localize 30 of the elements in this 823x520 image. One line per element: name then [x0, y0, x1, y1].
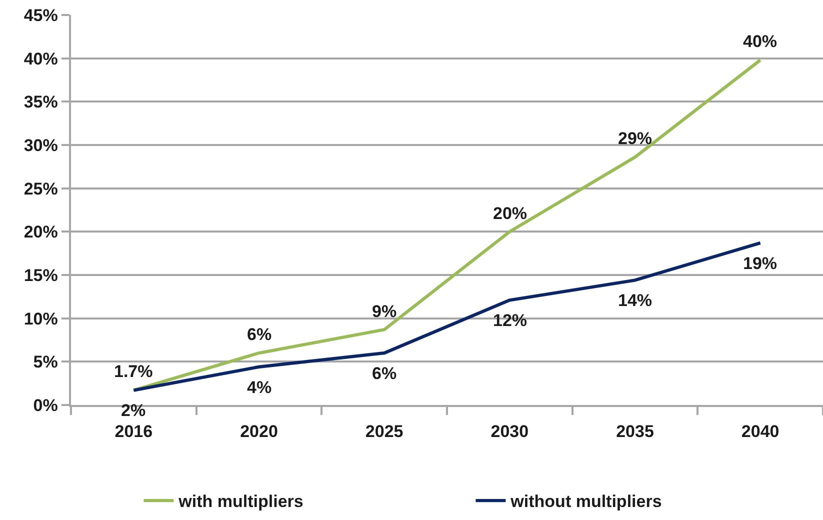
data-label: 12%: [493, 311, 528, 330]
y-tick-label: 0%: [33, 396, 58, 415]
y-tick-label: 40%: [24, 49, 58, 68]
data-label: 4%: [247, 378, 272, 397]
x-tick-label: 2025: [365, 422, 404, 442]
y-tick-label: 5%: [33, 352, 58, 372]
y-tick-label: 45%: [24, 6, 58, 25]
data-label: 19%: [743, 254, 778, 273]
data-label: 6%: [247, 325, 272, 344]
x-tick-label: 2040: [741, 422, 780, 442]
y-tick-label: 35%: [24, 92, 58, 112]
x-tick-label: 2016: [114, 422, 153, 442]
legend-label: without multipliers: [510, 492, 662, 512]
data-label: 29%: [618, 129, 652, 148]
x-tick-label: 2035: [616, 422, 654, 442]
data-label: 6%: [372, 364, 397, 383]
data-label: 2%: [121, 401, 146, 420]
y-tick-label: 25%: [24, 179, 58, 198]
data-label: 9%: [372, 302, 397, 321]
data-label: 20%: [493, 204, 528, 223]
y-tick-label: 10%: [24, 309, 58, 328]
y-tick-label: 15%: [24, 266, 58, 285]
y-tick-label: 30%: [24, 136, 58, 155]
data-label: 14%: [618, 291, 652, 310]
y-tick-label: 20%: [24, 222, 58, 242]
legend-label: with multipliers: [178, 492, 304, 512]
x-tick-label: 2020: [240, 422, 278, 442]
data-label: 40%: [743, 32, 778, 51]
x-tick-label: 2030: [490, 422, 529, 442]
data-label: 1.7%: [114, 362, 153, 381]
